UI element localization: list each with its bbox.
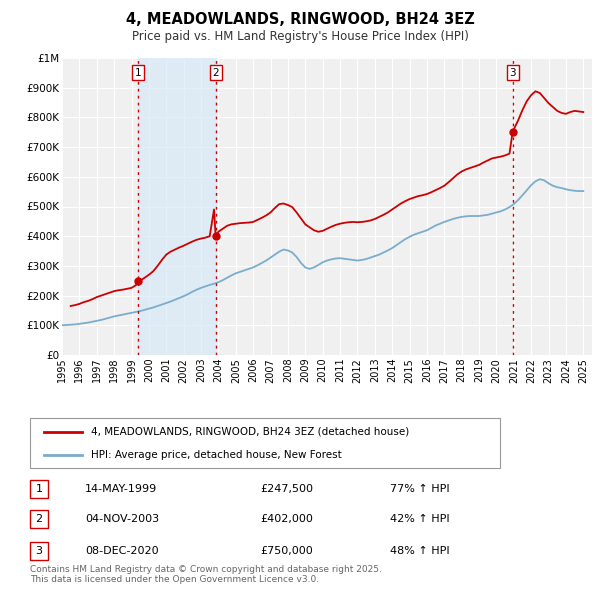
Text: £247,500: £247,500 — [260, 484, 313, 494]
Text: 2: 2 — [212, 68, 219, 78]
Text: £402,000: £402,000 — [260, 514, 313, 524]
Text: Price paid vs. HM Land Registry's House Price Index (HPI): Price paid vs. HM Land Registry's House … — [131, 30, 469, 43]
Text: 48% ↑ HPI: 48% ↑ HPI — [390, 546, 449, 556]
Text: Contains HM Land Registry data © Crown copyright and database right 2025.
This d: Contains HM Land Registry data © Crown c… — [30, 565, 382, 585]
Text: HPI: Average price, detached house, New Forest: HPI: Average price, detached house, New … — [91, 450, 342, 460]
Text: 14-MAY-1999: 14-MAY-1999 — [85, 484, 157, 494]
Text: 42% ↑ HPI: 42% ↑ HPI — [390, 514, 449, 524]
Text: 08-DEC-2020: 08-DEC-2020 — [85, 546, 158, 556]
Text: 1: 1 — [134, 68, 141, 78]
Text: 04-NOV-2003: 04-NOV-2003 — [85, 514, 159, 524]
Text: 3: 3 — [35, 546, 43, 556]
Text: 77% ↑ HPI: 77% ↑ HPI — [390, 484, 449, 494]
Text: 2: 2 — [35, 514, 43, 524]
Text: £750,000: £750,000 — [260, 546, 313, 556]
Text: 4, MEADOWLANDS, RINGWOOD, BH24 3EZ: 4, MEADOWLANDS, RINGWOOD, BH24 3EZ — [125, 12, 475, 27]
Text: 3: 3 — [509, 68, 516, 78]
Text: 4, MEADOWLANDS, RINGWOOD, BH24 3EZ (detached house): 4, MEADOWLANDS, RINGWOOD, BH24 3EZ (deta… — [91, 427, 409, 437]
Bar — [138, 58, 215, 355]
Text: 1: 1 — [35, 484, 43, 494]
